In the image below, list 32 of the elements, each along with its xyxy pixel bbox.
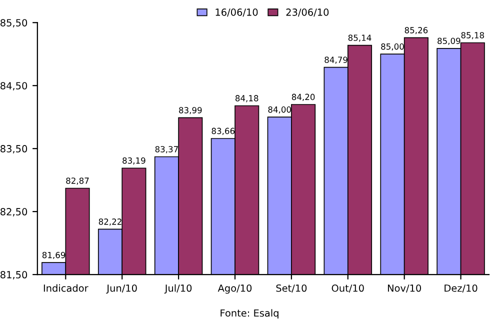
data-label: 85,14 — [348, 34, 372, 42]
data-label: 81,69 — [42, 252, 66, 260]
legend-label: 16/06/10 — [216, 8, 258, 17]
y-tick-label: 81,50 — [0, 271, 28, 280]
x-tick-label: Ago/10 — [218, 284, 252, 294]
y-tick-label: 83,50 — [0, 145, 28, 154]
data-label: 83,19 — [122, 157, 146, 165]
data-label: 83,37 — [155, 146, 178, 154]
data-label: 85,00 — [381, 43, 404, 51]
data-label: 83,66 — [212, 128, 235, 135]
x-tick-label: Indicador — [44, 284, 88, 292]
data-label: 84,20 — [292, 94, 315, 101]
x-tick-label: Out/10 — [332, 284, 364, 293]
x-tick-label: Jun/10 — [106, 284, 137, 294]
data-label: 84,00 — [268, 106, 291, 114]
data-label: 84,18 — [235, 95, 258, 102]
y-tick-label: 84,50 — [0, 82, 28, 90]
legend-label: 23/06/10 — [286, 8, 329, 17]
x-tick-label: Nov/10 — [388, 284, 422, 293]
source-note: Fonte: Esalq — [220, 309, 278, 319]
data-label: 84,79 — [324, 56, 348, 64]
x-tick-label: Jul/10 — [164, 284, 192, 294]
x-tick-label: Dez/10 — [444, 284, 478, 293]
y-tick-label: 85,50 — [0, 19, 28, 28]
data-label: 85,18 — [461, 32, 484, 40]
data-label: 85,26 — [404, 27, 428, 34]
data-label: 83,99 — [179, 107, 202, 114]
data-label: 85,09 — [438, 38, 460, 45]
x-tick-label: Set/10 — [276, 284, 307, 293]
y-tick-label: 82,50 — [0, 208, 28, 216]
data-label: 82,87 — [66, 178, 89, 185]
data-label: 82,22 — [98, 218, 122, 226]
